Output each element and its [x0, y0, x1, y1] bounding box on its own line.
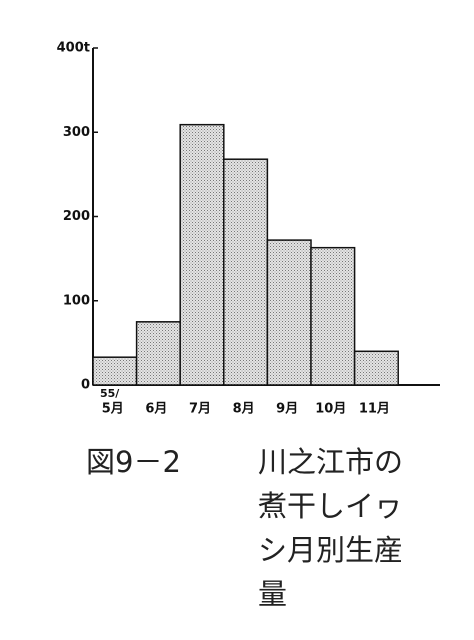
- x-tick-label: 9月: [276, 402, 298, 417]
- bar: [266, 239, 312, 386]
- x-tick-label: 11月: [359, 402, 390, 417]
- bar: [310, 246, 356, 386]
- annotation: 55/: [100, 387, 120, 400]
- bar: [92, 356, 138, 386]
- y-tick-label: 200: [63, 209, 90, 224]
- chart-title: 川之江市の煮干しイヮシ月別生産量: [258, 445, 404, 611]
- x-tick-label: 5月: [102, 402, 124, 417]
- figure-label: 図9－2: [86, 445, 181, 479]
- chart: 55/ 0 100 200 300 400t 5月 6月 7月 8月 9月 10月 11月: [57, 41, 440, 417]
- y-tick-label: 100: [63, 293, 90, 308]
- bar: [223, 158, 269, 386]
- bar: [353, 350, 399, 386]
- y-tick-label: 400t: [57, 41, 90, 56]
- x-tick-label: 8月: [233, 402, 255, 417]
- bar: [179, 123, 225, 386]
- x-tick-label: 6月: [145, 402, 167, 417]
- bar: [135, 321, 181, 386]
- y-tick-label: 0: [81, 378, 90, 393]
- y-tick-label: 300: [63, 125, 90, 140]
- x-tick-label: 10月: [315, 402, 346, 417]
- x-tick-label: 7月: [189, 402, 211, 417]
